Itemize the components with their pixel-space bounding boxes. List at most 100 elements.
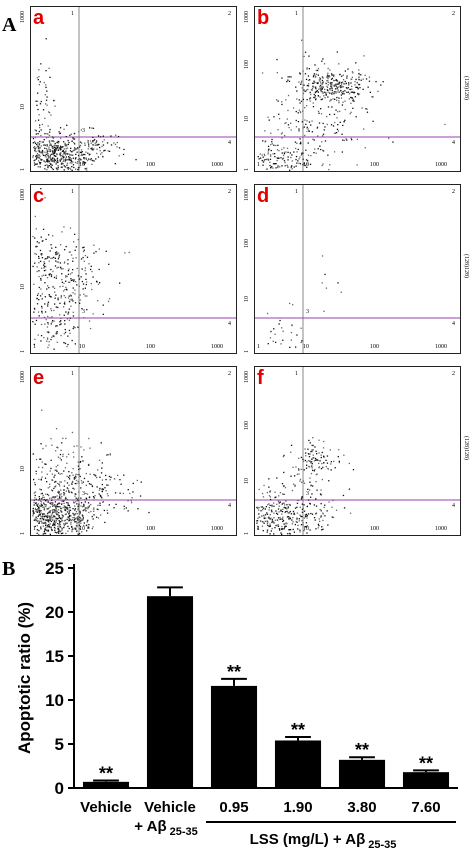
quadrant-label: 1 xyxy=(295,11,298,17)
event-dots xyxy=(32,38,137,171)
bar xyxy=(338,759,386,788)
y-tick-label: 1000 xyxy=(20,189,26,201)
flow-plot-f: f 1 2 3 4 1 10 100 1000 xyxy=(254,366,461,536)
quadrant-label: 3 xyxy=(306,309,309,315)
panel-letter-e: e xyxy=(33,367,45,389)
panel-letter-f: f xyxy=(257,367,264,389)
x-tick-label: 1000 xyxy=(435,344,447,350)
x-tick-label: 1 xyxy=(33,344,36,350)
x-tick-label: 10 xyxy=(303,162,309,168)
x-tick-label: 1 xyxy=(257,162,260,168)
quadrant-label: 1 xyxy=(71,11,74,17)
quadrant-label: 1 xyxy=(71,371,74,377)
quadrant-label: 1 xyxy=(295,371,298,377)
y-tick-label: 10 xyxy=(45,691,64,710)
flow-scatter-b xyxy=(255,7,460,171)
flow-scatter-a xyxy=(31,7,236,171)
quadrant-label: 4 xyxy=(452,503,455,509)
y-tick-label: 10 xyxy=(20,284,26,290)
quadrant-label: 2 xyxy=(452,11,455,17)
quadrant-label: 2 xyxy=(228,11,231,17)
x-tick-label: 10 xyxy=(79,344,85,350)
y-tick-label: 1000 xyxy=(244,11,250,23)
y-tick-label: 1 xyxy=(244,532,250,535)
y-tick-label: 10 xyxy=(20,104,26,110)
x-tick-label: 1000 xyxy=(435,526,447,532)
x-tick-label: 1 xyxy=(257,526,260,532)
quadrant-label: 1 xyxy=(295,189,298,195)
y-tick-label: 1 xyxy=(20,350,26,353)
x-tick-label: 10 xyxy=(303,526,309,532)
y-tick-label: 1 xyxy=(20,168,26,171)
y-tick-label: 1000 xyxy=(20,11,26,23)
significance-marker: ** xyxy=(99,764,113,784)
event-dots xyxy=(257,39,446,171)
bar xyxy=(402,772,450,788)
y-tick-label: 1 xyxy=(20,532,26,535)
y-tick-label: 15 xyxy=(45,647,64,666)
x-tick-label: 1.90 xyxy=(283,799,312,816)
x-tick-label: 100 xyxy=(146,162,155,168)
x-tick-label: 3.80 xyxy=(347,799,376,816)
significance-marker: ** xyxy=(291,720,305,740)
x-tick-label: 1 xyxy=(257,344,260,350)
x-tick-label: 100 xyxy=(146,344,155,350)
y-tick-label: 10 xyxy=(244,116,250,122)
y-tick-label: 10 xyxy=(20,466,26,472)
quadrant-label: 2 xyxy=(228,371,231,377)
x-tick-label: 1000 xyxy=(435,162,447,168)
quadrant-label: 3 xyxy=(82,491,85,497)
y-tick-label: 1000 xyxy=(244,371,250,383)
flow-plot-e: e 1 2 3 4 1 10 100 1000 xyxy=(30,366,237,536)
y-tick-label: 100 xyxy=(244,239,250,248)
flow-plot-a: a 1 2 3 4 1 10 100 1000 xyxy=(30,6,237,172)
y-tick-label: 25 xyxy=(45,559,64,578)
x-tick-label: 1000 xyxy=(211,162,223,168)
quadrant-label: 4 xyxy=(452,321,455,327)
quadrant-label: 4 xyxy=(452,140,455,146)
y-tick-label: 100 xyxy=(244,421,250,430)
x-tick-label: 1000 xyxy=(211,526,223,532)
bar xyxy=(82,781,130,788)
x-tick-label: 10 xyxy=(303,344,309,350)
x-tick-label: 1 xyxy=(33,526,36,532)
y-tick-label: 20 xyxy=(45,603,64,622)
panel-letter-d: d xyxy=(257,185,270,207)
quadrant-label: 3 xyxy=(306,491,309,497)
channel-side-label: (128)128) xyxy=(463,254,469,278)
x-tick-label: 1000 xyxy=(211,344,223,350)
significance-marker: ** xyxy=(355,740,369,760)
event-dots xyxy=(32,409,150,535)
flow-scatter-e xyxy=(31,367,236,535)
bar xyxy=(146,596,194,788)
quadrant-label: 3 xyxy=(82,128,85,134)
x-tick-label: 7.60 xyxy=(411,799,440,816)
flow-scatter-c xyxy=(31,185,236,353)
event-dots xyxy=(266,255,342,348)
channel-side-label: (128)128) xyxy=(463,76,469,100)
quadrant-label: 2 xyxy=(452,189,455,195)
quadrant-label: 4 xyxy=(228,140,231,146)
y-tick-label: 100 xyxy=(244,60,250,69)
x-tick-label-line2: + Aβ 25-35 xyxy=(134,818,198,838)
flow-plot-d: d 1 2 3 4 1 10 100 1000 xyxy=(254,184,461,354)
y-tick-label: 1 xyxy=(244,168,250,171)
x-tick-label: 100 xyxy=(370,344,379,350)
x-tick-label: 1 xyxy=(33,162,36,168)
y-tick-label: 0 xyxy=(55,779,64,798)
panel-b-label: B xyxy=(2,558,16,580)
x-tick-label: 100 xyxy=(370,526,379,532)
x-tick-label: 10 xyxy=(79,526,85,532)
significance-marker: ** xyxy=(227,662,241,682)
bar-chart: 0 5 10 15 20 25 Apoptotic ratio (%) ** Vehicle Ve… xyxy=(15,559,458,851)
bar xyxy=(274,740,322,788)
x-tick-label: Vehicle xyxy=(80,799,132,816)
y-tick-label: 1000 xyxy=(20,371,26,383)
flow-scatter-f xyxy=(255,367,460,535)
significance-marker: ** xyxy=(419,753,433,773)
quadrant-label: 4 xyxy=(228,503,231,509)
y-tick-label: 10 xyxy=(244,478,250,484)
quadrant-label: 1 xyxy=(71,189,74,195)
quadrant-label: 2 xyxy=(452,371,455,377)
quadrant-label: 2 xyxy=(228,189,231,195)
